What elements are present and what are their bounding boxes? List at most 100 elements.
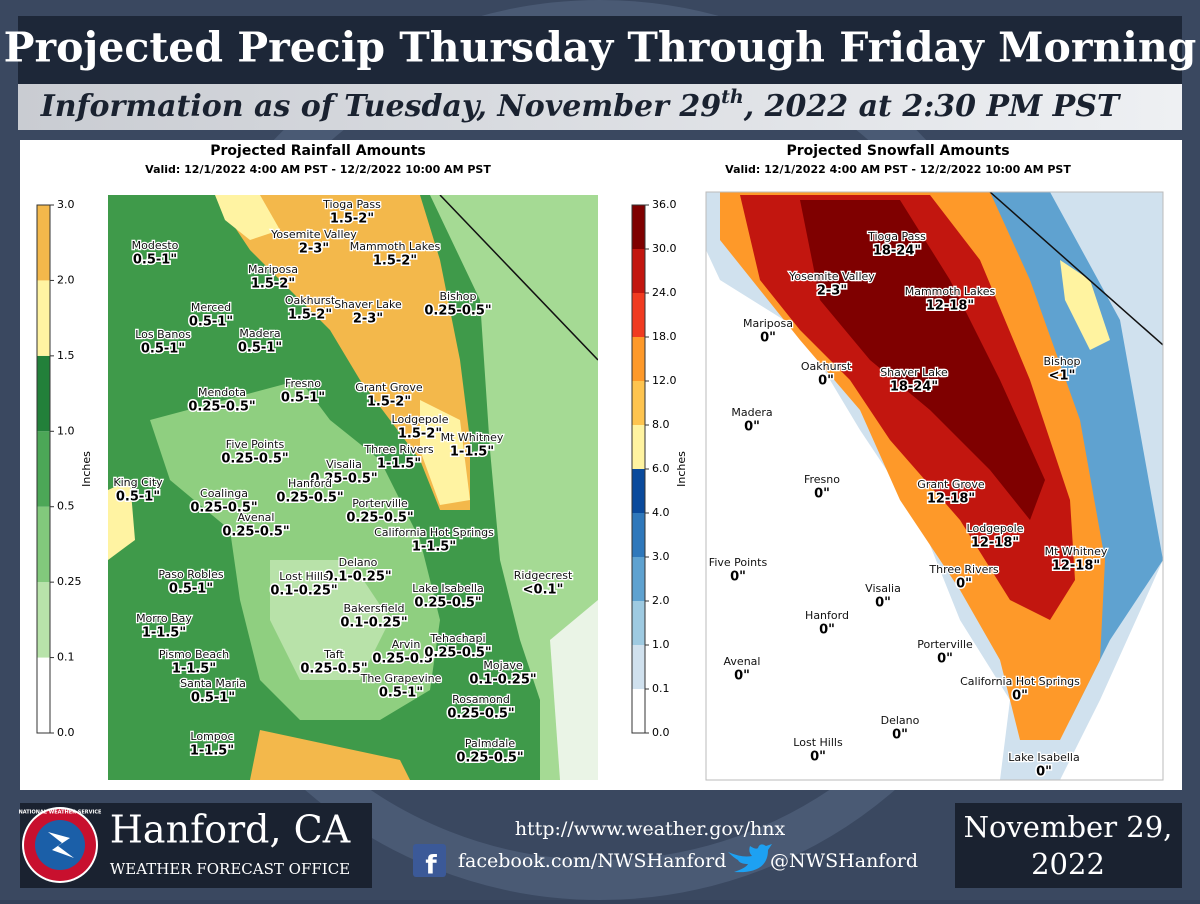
place-amount: 0.25-0.5" (188, 400, 255, 415)
place-amount: 0.25-0.5" (346, 511, 413, 526)
legend-label: 4.0 (652, 506, 670, 519)
place-name: Lost Hills (279, 570, 329, 583)
legend-band (632, 249, 645, 293)
legend-label: 0.0 (652, 726, 670, 739)
place-amount: <1" (1049, 369, 1076, 384)
legend-label: 2.0 (652, 594, 670, 607)
place-name: Lodgepole (967, 522, 1024, 535)
place-name: Shaver Lake (334, 298, 402, 311)
place-name: Tioga Pass (867, 230, 926, 243)
date-line: November 29, (964, 810, 1173, 844)
place-name: Mariposa (248, 263, 298, 276)
legend-band (632, 293, 645, 337)
place-amount: 0" (956, 577, 972, 592)
place-name: Lake Isabella (1008, 751, 1079, 764)
date-box (955, 803, 1182, 888)
legend-label: 1.0 (652, 638, 670, 651)
place-amount: 1.5-2" (330, 212, 374, 227)
legend-label: 1.0 (57, 424, 75, 437)
place-name: Avenal (724, 655, 761, 668)
place-amount: 1-1.5" (172, 662, 216, 677)
facebook[interactable]: facebook.com/NWSHanford (458, 850, 726, 872)
place-name: Madera (239, 327, 280, 340)
legend-band (632, 689, 645, 733)
place-amount: 0.25-0.5" (310, 472, 377, 487)
place-amount: 0" (937, 652, 953, 667)
place-amount: 0.5-1" (238, 341, 282, 356)
place-name: Visalia (865, 582, 901, 595)
logo-bolt (48, 832, 74, 858)
legend-label: 0.0 (57, 726, 75, 739)
place-name: Visalia (326, 458, 362, 471)
place-name: Santa Maria (180, 677, 246, 690)
place-amount: 18-24" (890, 380, 938, 395)
rain-valid: Valid: 12/1/2022 4:00 AM PST - 12/2/2022… (145, 163, 491, 176)
place-amount: 0" (1012, 689, 1028, 704)
place-amount: 0" (818, 374, 834, 389)
place-name: Lost Hills (793, 736, 843, 749)
place-amount: 0.25-0.5" (300, 662, 367, 677)
place-name: Mt Whitney (1045, 545, 1108, 558)
twitter[interactable]: @NWSHanford (770, 850, 918, 872)
place-name: Lake Isabella (412, 582, 483, 595)
office: Hanford, CA (110, 808, 351, 852)
place-amount: <0.1" (523, 583, 564, 598)
snow-valid: Valid: 12/1/2022 4:00 AM PST - 12/2/2022… (725, 163, 1071, 176)
logo-center (35, 820, 85, 870)
place-name: Rosamond (452, 693, 510, 706)
place-amount: 0.25-0.5" (372, 652, 439, 667)
place-amount: 1-1.5" (377, 457, 421, 472)
place-name: Los Banos (135, 328, 191, 341)
snow-map (706, 192, 1163, 780)
place-amount: 0" (734, 669, 750, 684)
place-amount: 2-3" (299, 242, 329, 257)
place-name: Arvin (392, 638, 421, 651)
office-type: WEATHER FORECAST OFFICE (110, 860, 350, 878)
place-amount: 0" (810, 750, 826, 765)
legend-label: 24.0 (652, 286, 677, 299)
legend-band (632, 601, 645, 645)
place-name: Grant Grove (917, 478, 985, 491)
place-amount: 0.1-0.25" (324, 570, 391, 585)
legend-unit: Inches (80, 451, 93, 487)
place-name: Bishop (1043, 355, 1080, 368)
logo-text: NATIONAL WEATHER SERVICE (19, 810, 102, 816)
legend-band (632, 425, 645, 469)
url[interactable]: http://www.weather.gov/hnx (515, 818, 786, 840)
place-name: Avenal (238, 511, 275, 524)
place-amount: 12-18" (926, 299, 974, 314)
place-amount: 1.5-2" (251, 277, 295, 292)
legend-band (632, 557, 645, 601)
place-amount: 0" (730, 570, 746, 585)
legend-band (37, 280, 50, 356)
place-name: Oakhurst (801, 360, 852, 373)
snow-title: Projected Snowfall Amounts (786, 143, 1009, 159)
place-amount: 1-1.5" (142, 626, 186, 641)
place-name: Oakhurst (285, 294, 336, 307)
place-amount: 0" (1036, 765, 1052, 780)
place-amount: 0.5-1" (189, 315, 233, 330)
place-amount: 0.25-0.5" (456, 751, 523, 766)
place-amount: 0.25-0.5" (190, 501, 257, 516)
place-name: Grant Grove (355, 381, 423, 394)
place-name: Mojave (483, 659, 523, 672)
place-amount: 0" (892, 728, 908, 743)
place-name: Delano (339, 556, 378, 569)
place-name: Tehachapi (429, 632, 485, 645)
snow-frame (705, 191, 1164, 781)
place-name: Yosemite Valley (270, 228, 357, 241)
place-amount: 0.1-0.25" (469, 673, 536, 688)
place-name: Yosemite Valley (788, 270, 875, 283)
subtitle-sup: th (721, 86, 744, 108)
place-name: Delano (881, 714, 920, 727)
legend-band (632, 205, 645, 249)
legend-label: 0.1 (652, 682, 670, 695)
legend-band (632, 513, 645, 557)
legend-label: 0.1 (57, 651, 75, 664)
legend-label: 3.0 (652, 550, 670, 563)
place-name: King City (113, 476, 163, 489)
legend-label: 0.5 (57, 500, 75, 513)
place-amount: 2-3" (817, 284, 847, 299)
